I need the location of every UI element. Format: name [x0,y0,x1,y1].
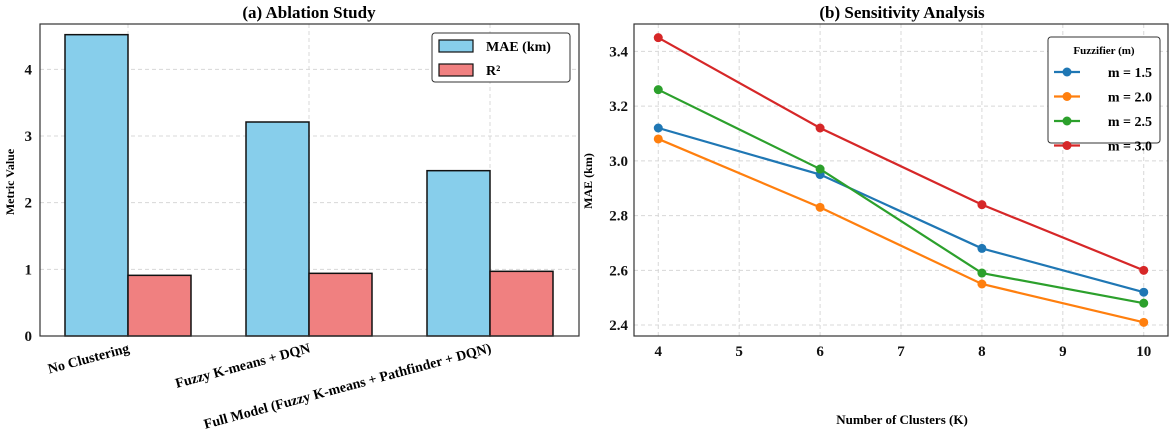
x-tick-label: 7 [897,344,905,360]
y-tick-label: 3.0 [609,154,628,170]
chart-a-ylabel: Metric Value [3,148,17,215]
series-line [657,36,1145,272]
x-tick-label: 8 [978,344,986,360]
y-tick-label: 2.6 [609,263,628,279]
data-point [653,134,663,144]
legend-marker [1062,141,1072,150]
data-point [1139,265,1149,275]
bar-mae [245,121,310,337]
legend-title: Fuzzifier (m) [1073,45,1135,57]
bar-mae [426,169,491,337]
data-point [653,123,663,133]
data-point [1139,287,1149,297]
data-point [815,123,825,133]
legend-label: m = 2.5 [1108,115,1152,130]
series-line [657,137,1144,324]
x-tick-label: 5 [735,344,743,360]
data-point [977,279,987,289]
x-tick-label: 9 [1059,344,1067,360]
y-tick-label: 3 [25,129,33,145]
bar-r2 [308,272,373,337]
legend-marker [1062,67,1072,77]
x-tick-label: Full Model (Fuzzy K-means + Pathfinder +… [202,341,493,432]
data-point [977,268,987,278]
chart-a-title: (a) Ablation Study [242,3,376,22]
bar-mae [64,33,129,337]
bar-r2 [489,270,554,337]
legend-label: m = 2.0 [1108,91,1152,106]
chart-b-xlabel: Number of Clusters (K) [836,412,968,427]
legend-box [1047,36,1161,144]
y-tick-label: 1 [25,262,33,278]
x-tick-label: 4 [655,344,663,360]
chart-b-ylabel: MAE (km) [581,153,595,209]
legend-marker [1062,92,1072,101]
data-point [977,243,987,253]
plot-frame [633,23,1169,337]
legend-label: MAE (km) [486,40,551,55]
bar-r2 [127,274,192,337]
sensitivity-chart: (b) Sensitivity Analysis MAE (km) Number… [581,3,1169,427]
legend-label: R² [486,64,500,79]
legend-swatch [438,63,474,77]
data-point [653,85,663,95]
y-tick-label: 2.4 [609,318,628,334]
data-point [653,33,663,43]
data-point [815,202,825,212]
data-point [1139,317,1149,327]
y-tick-label: 3.2 [609,99,628,115]
legend-marker [1062,116,1072,126]
x-tick-label: No Clustering [46,341,131,377]
y-tick-label: 4 [25,62,33,78]
legend-label: m = 1.5 [1108,66,1152,81]
chart-b-title: (b) Sensitivity Analysis [819,3,985,22]
ablation-chart: (a) Ablation Study Metric Value 0 1 2 3 4 No … [3,3,580,433]
data-point [815,164,825,174]
data-point [977,200,987,210]
series-line [657,88,1144,305]
y-tick-label: 0 [25,329,33,345]
legend-label: m = 3.0 [1108,140,1152,155]
x-tick-label: 6 [816,344,824,360]
x-tick-label: Fuzzy K-means + DQN [174,341,312,391]
y-tick-label: 3.4 [609,44,628,60]
plot-frame [39,23,580,337]
y-tick-label: 2 [25,196,33,212]
data-point [1139,298,1149,308]
x-tick-label: 10 [1136,344,1151,360]
y-tick-label: 2.8 [609,209,628,225]
legend-swatch [438,39,474,53]
series-line [657,126,1145,294]
